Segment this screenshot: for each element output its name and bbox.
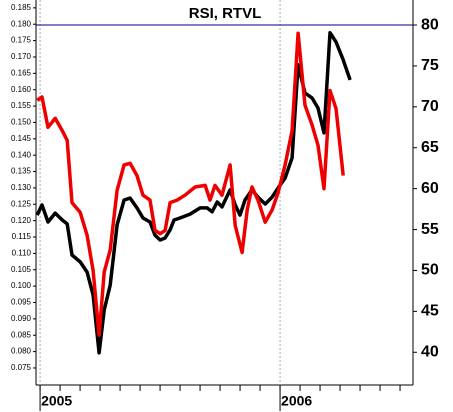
series-line bbox=[35, 30, 352, 355]
y2-tick-label: 60 bbox=[421, 180, 439, 197]
y-tick-label: 0.095 bbox=[11, 298, 32, 307]
y-tick-label: 0.165 bbox=[11, 68, 32, 77]
y-tick-label: 0.135 bbox=[11, 167, 32, 176]
chart-title: RSI, RTVL bbox=[189, 5, 262, 22]
y-tick-label: 0.130 bbox=[11, 183, 32, 192]
y-tick-label: 0.150 bbox=[11, 118, 32, 127]
y2-tick-label: 50 bbox=[421, 262, 439, 279]
series-line bbox=[36, 31, 345, 337]
y-tick-label: 0.110 bbox=[12, 249, 32, 258]
y-tick-label: 0.075 bbox=[11, 363, 32, 372]
x-tick-label: 2006 bbox=[281, 393, 312, 409]
y-tick-label: 0.090 bbox=[11, 314, 32, 323]
y-tick-label: 0.120 bbox=[11, 216, 32, 225]
y-tick-label: 0.155 bbox=[11, 101, 32, 110]
y2-tick-label: 40 bbox=[421, 343, 439, 360]
y-tick-label: 0.115 bbox=[12, 232, 32, 241]
y2-tick-label: 70 bbox=[421, 98, 439, 115]
y-tick-label: 0.085 bbox=[11, 330, 32, 339]
y-tick-label: 0.105 bbox=[11, 265, 32, 274]
y2-tick-label: 80 bbox=[421, 16, 439, 33]
y-tick-label: 0.125 bbox=[11, 199, 32, 208]
y-tick-label: 0.175 bbox=[11, 36, 32, 45]
y-tick-label: 0.180 bbox=[11, 19, 32, 28]
x-tick-label: 2005 bbox=[41, 393, 72, 409]
y2-tick-label: 45 bbox=[421, 303, 439, 320]
y2-tick-label: 75 bbox=[421, 57, 439, 74]
y-tick-label: 0.100 bbox=[11, 281, 32, 290]
y2-tick-label: 55 bbox=[421, 221, 439, 238]
y-tick-label: 0.140 bbox=[11, 150, 32, 159]
y-tick-label: 0.185 bbox=[11, 3, 32, 12]
y-tick-label: 0.170 bbox=[11, 52, 32, 61]
y-tick-label: 0.145 bbox=[11, 134, 32, 143]
y2-tick-label: 65 bbox=[421, 139, 439, 156]
y-tick-label: 0.160 bbox=[11, 85, 32, 94]
y-tick-label: 0.080 bbox=[11, 347, 32, 356]
